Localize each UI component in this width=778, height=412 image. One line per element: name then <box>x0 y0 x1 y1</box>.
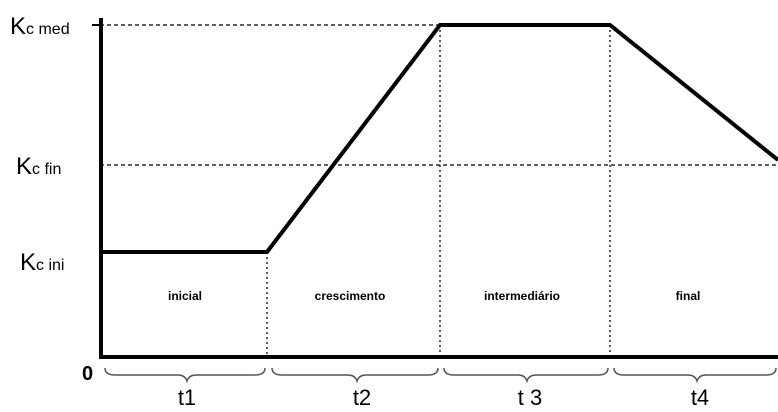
stage-label: final <box>676 289 701 303</box>
stage-label: inicial <box>168 289 202 303</box>
brace <box>443 367 609 384</box>
y-label: Kc fin <box>16 153 61 180</box>
brace <box>104 367 266 384</box>
period-label: t4 <box>691 385 709 410</box>
kc-curve <box>101 23 778 254</box>
period-label: t2 <box>353 385 371 410</box>
stage-label: intermediário <box>484 289 560 303</box>
brace <box>613 367 777 384</box>
brace <box>271 367 439 384</box>
origin-label: 0 <box>82 363 93 385</box>
stage-label: crescimento <box>315 289 386 303</box>
y-label: Kc med <box>10 13 70 40</box>
period-label: t1 <box>178 385 196 410</box>
y-label: Kc ini <box>20 249 64 276</box>
period-label: t 3 <box>518 385 542 410</box>
